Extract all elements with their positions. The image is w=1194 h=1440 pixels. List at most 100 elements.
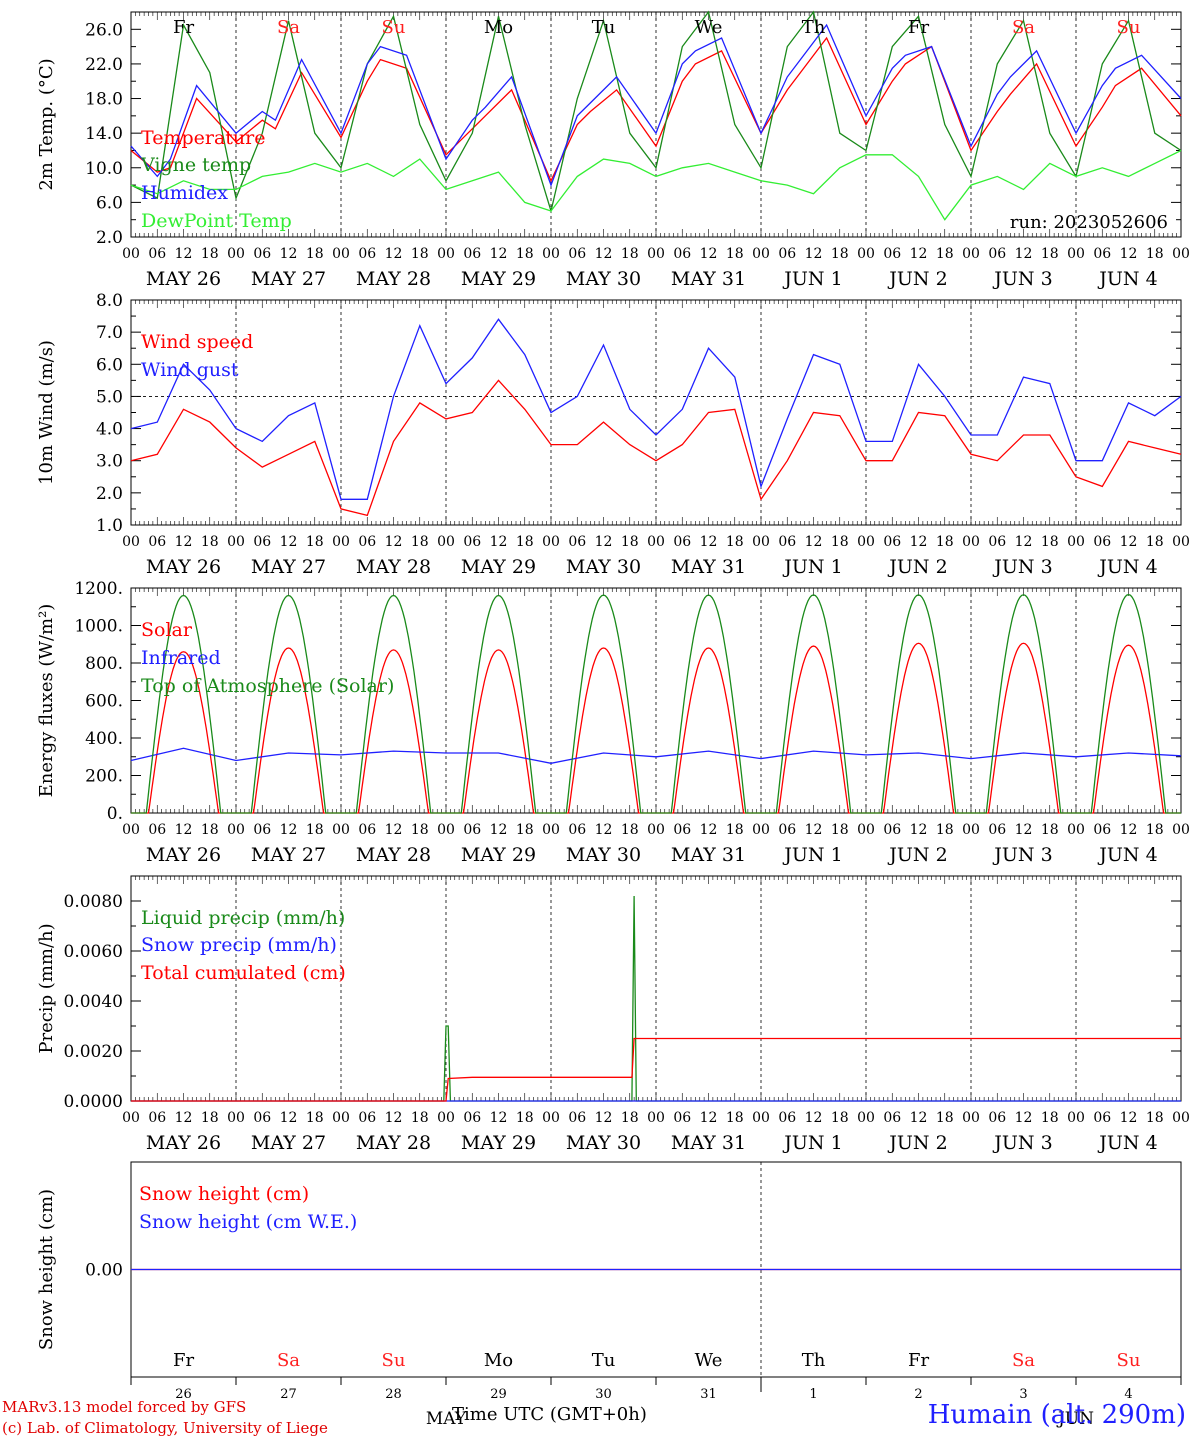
x-hour-label: 18 bbox=[1146, 1110, 1164, 1126]
x-hour-label: 12 bbox=[1015, 534, 1033, 550]
panel-frame bbox=[130, 299, 1182, 526]
y-tick-label: 0.0040 bbox=[64, 992, 123, 1012]
x-hour-label: 18 bbox=[516, 822, 534, 838]
x-hour-label: 06 bbox=[463, 822, 481, 838]
x-hour-label: 12 bbox=[700, 822, 718, 838]
station-label: Humain (alt. 290m) bbox=[927, 1400, 1186, 1430]
x-hour-label: 12 bbox=[910, 534, 928, 550]
x-hour-label: 06 bbox=[988, 822, 1006, 838]
x-hour-label: 00 bbox=[857, 822, 875, 838]
x-hour-label: 18 bbox=[201, 246, 219, 262]
x-hour-label: 12 bbox=[1120, 534, 1138, 550]
x-day-label: JUN 2 bbox=[887, 556, 947, 578]
x-hour-label: 06 bbox=[463, 534, 481, 550]
x-hour-label: 00 bbox=[332, 1110, 350, 1126]
y-tick-label: 8.0 bbox=[96, 291, 123, 311]
x-hour-label: 06 bbox=[988, 534, 1006, 550]
x-day-label: MAY 30 bbox=[566, 1132, 641, 1154]
x-hour-label: 06 bbox=[568, 534, 586, 550]
x-hour-label: 12 bbox=[280, 246, 298, 262]
x-hour-label: 18 bbox=[411, 1110, 429, 1126]
x-hour-label: 18 bbox=[621, 1110, 639, 1126]
x-hour-label: 00 bbox=[962, 822, 980, 838]
x-hour-label: 00 bbox=[437, 822, 455, 838]
x-day-label: JUN 2 bbox=[887, 268, 947, 290]
x-hour-label: 12 bbox=[700, 534, 718, 550]
y-axis-label: 2m Temp. (°C) bbox=[36, 58, 57, 190]
y-tick-label: 0.0020 bbox=[64, 1042, 123, 1062]
panel-1 bbox=[130, 10, 1182, 238]
y-tick-label: 1000. bbox=[74, 617, 123, 637]
date-label: 1 bbox=[809, 1387, 817, 1402]
x-hour-label: 00 bbox=[542, 246, 560, 262]
x-hour-label: 12 bbox=[595, 822, 613, 838]
series-line-top-of-atmosphere-solar- bbox=[131, 593, 1181, 814]
legend-entry: DewPoint Temp bbox=[141, 210, 292, 232]
x-hour-label: 18 bbox=[1146, 534, 1164, 550]
x-hour-label: 00 bbox=[1172, 822, 1190, 838]
weekday-label: Tu bbox=[592, 17, 616, 38]
date-label: 4 bbox=[1124, 1387, 1132, 1402]
y-axis-label: Precip (mm/h) bbox=[36, 923, 57, 1053]
x-day-label: MAY 31 bbox=[671, 268, 746, 290]
weekday-label: Sa bbox=[277, 17, 300, 38]
x-hour-label: 00 bbox=[122, 822, 140, 838]
x-hour-label: 00 bbox=[227, 534, 245, 550]
legend-entry: Top of Atmosphere (Solar) bbox=[141, 675, 394, 697]
x-hour-label: 12 bbox=[1120, 822, 1138, 838]
x-day-label: MAY 27 bbox=[251, 268, 326, 290]
x-hour-label: 12 bbox=[175, 822, 193, 838]
x-hour-label: 12 bbox=[595, 1110, 613, 1126]
x-day-label: JUN 3 bbox=[992, 556, 1052, 578]
legend-entry: Temperature bbox=[141, 127, 265, 149]
legend-entry: Wind gust bbox=[141, 359, 239, 381]
x-day-label: MAY 28 bbox=[356, 556, 431, 578]
x-axis-title: Time UTC (GMT+0h) bbox=[452, 1404, 647, 1425]
panel-frame bbox=[130, 587, 1182, 814]
weekday-label: Fr bbox=[908, 17, 929, 38]
x-hour-label: 06 bbox=[1093, 1110, 1111, 1126]
y-tick-label: 1200. bbox=[74, 579, 123, 599]
x-day-label: JUN 3 bbox=[992, 1132, 1052, 1154]
panel-4 bbox=[130, 875, 1182, 1102]
x-hour-label: 06 bbox=[1093, 246, 1111, 262]
x-hour-label: 00 bbox=[752, 822, 770, 838]
x-hour-label: 00 bbox=[542, 1110, 560, 1126]
x-hour-label: 18 bbox=[936, 822, 954, 838]
x-hour-label: 18 bbox=[411, 822, 429, 838]
x-day-label: MAY 27 bbox=[251, 1132, 326, 1154]
x-hour-label: 00 bbox=[962, 534, 980, 550]
series-line-vigne-temp bbox=[130, 10, 1182, 214]
weekday-label: Sa bbox=[277, 1350, 300, 1371]
x-hour-label: 06 bbox=[673, 534, 691, 550]
x-hour-label: 06 bbox=[883, 1110, 901, 1126]
x-hour-label: 12 bbox=[805, 1110, 823, 1126]
y-tick-label: 4.0 bbox=[96, 420, 123, 440]
weekday-label: Su bbox=[1117, 1350, 1141, 1371]
x-hour-label: 00 bbox=[122, 246, 140, 262]
credit-line-2: (c) Lab. of Climatology, University of L… bbox=[2, 1419, 328, 1437]
x-day-label: MAY 30 bbox=[566, 844, 641, 866]
x-hour-label: 00 bbox=[122, 1110, 140, 1126]
x-hour-label: 06 bbox=[358, 822, 376, 838]
y-tick-label: 0.0080 bbox=[64, 892, 123, 912]
x-hour-label: 18 bbox=[936, 246, 954, 262]
x-hour-label: 00 bbox=[542, 822, 560, 838]
x-day-label: JUN 4 bbox=[1097, 268, 1157, 290]
y-axis-label: 10m Wind (m/s) bbox=[36, 340, 57, 485]
x-hour-label: 12 bbox=[280, 1110, 298, 1126]
x-hour-label: 18 bbox=[1041, 534, 1059, 550]
x-hour-label: 12 bbox=[910, 1110, 928, 1126]
x-hour-label: 06 bbox=[253, 534, 271, 550]
month-label: MAY bbox=[426, 1409, 467, 1429]
x-hour-label: 06 bbox=[778, 1110, 796, 1126]
x-hour-label: 18 bbox=[306, 534, 324, 550]
y-axis-label: Energy fluxes (W/m²) bbox=[36, 604, 57, 798]
x-hour-label: 06 bbox=[673, 822, 691, 838]
date-label: 2 bbox=[914, 1387, 922, 1402]
x-hour-label: 12 bbox=[1015, 246, 1033, 262]
x-hour-label: 12 bbox=[1015, 822, 1033, 838]
y-tick-label: 800. bbox=[85, 654, 123, 674]
x-day-label: MAY 30 bbox=[566, 268, 641, 290]
legend-entry: Solar bbox=[141, 619, 193, 641]
